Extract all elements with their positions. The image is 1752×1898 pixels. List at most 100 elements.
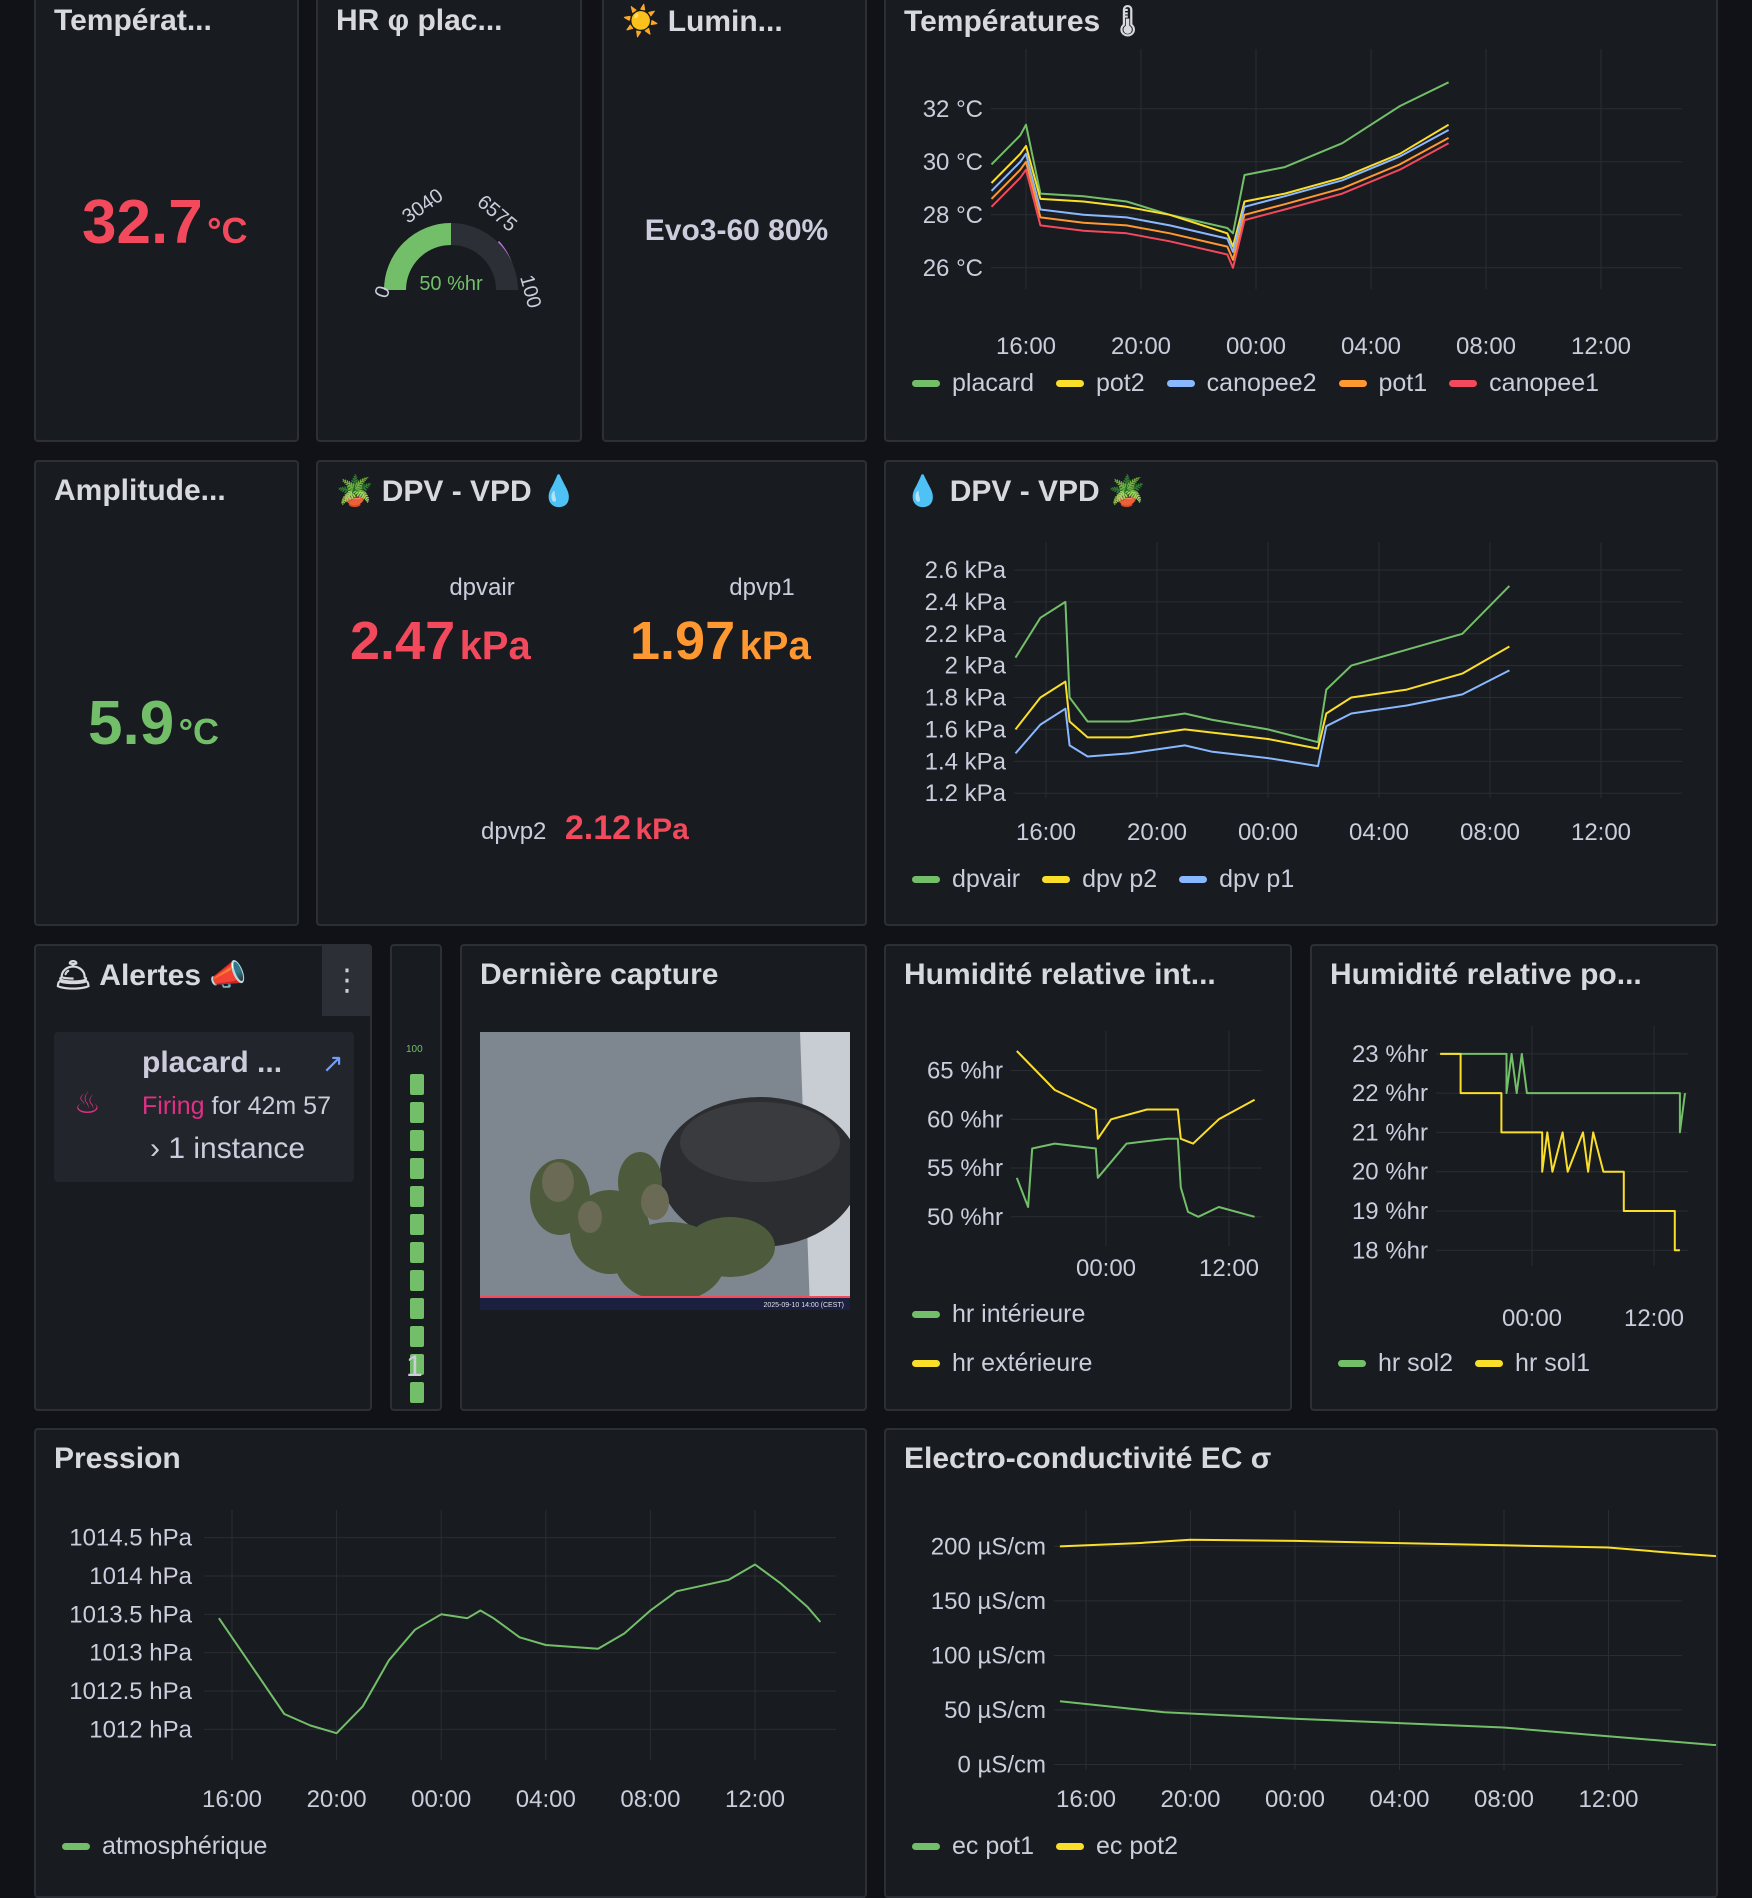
hr-gauge-panel[interactable]: HR φ plac... 0 3040 6575 100 50 %hr — [316, 0, 582, 442]
gauge-tick-max: 100 — [515, 273, 545, 311]
series-line-placard — [990, 81, 1450, 235]
series-line-canopee1 — [990, 142, 1450, 269]
alert-name[interactable]: placard ... — [142, 1046, 283, 1079]
y-tick-label: 1012.5 hPa — [69, 1678, 192, 1705]
legend-item[interactable]: dpvair — [912, 865, 1020, 894]
temperatures-chart-panel[interactable]: Températures 🌡 16:00 20:00 00:00 04:00 08:00… — [884, 0, 1718, 442]
y-tick-label: 18 %hr — [1352, 1237, 1428, 1264]
legend-item[interactable]: dpv p1 — [1179, 865, 1294, 894]
y-tick-label: 1013 hPa — [89, 1640, 192, 1667]
lumin-value: Evo3-60 80% — [644, 214, 829, 247]
x-tick-label: 00:00 — [1238, 819, 1298, 846]
legend-swatch — [912, 1360, 940, 1367]
dpv-stat-panel[interactable]: 🪴 DPV - VPD 💧 dpvair 2.47 kPa dpvp1 1.97… — [316, 460, 867, 926]
y-tick-label: 0 µS/cm — [957, 1752, 1046, 1779]
alerts-panel[interactable]: 🛎 Alertes 📣 ⋮ ♨ placard ... ↗ Firing for… — [34, 944, 372, 1411]
panel-title: 💧 DPV - VPD 🪴 — [904, 475, 1146, 508]
alert-item[interactable]: ♨ placard ... ↗ Firing for 42m 57 › 1 in… — [54, 1032, 354, 1182]
x-tick-label: 04:00 — [1369, 1786, 1429, 1813]
temperature-stat-panel[interactable]: Températ... 32.7 °C — [34, 0, 299, 442]
legend-item[interactable]: hr extérieure — [912, 1349, 1092, 1378]
dpv-chart-panel[interactable]: 💧 DPV - VPD 🪴 16:00 20:00 00:00 04:00 08:00 1… — [884, 460, 1718, 926]
legend-label: ec pot1 — [952, 1832, 1035, 1860]
bar-gauge-segment — [410, 1074, 424, 1095]
x-tick-label: 08:00 — [1460, 819, 1520, 846]
legend-item[interactable]: hr sol1 — [1475, 1349, 1590, 1378]
y-tick-label: 200 µS/cm — [931, 1533, 1046, 1560]
x-tick-label: 12:00 — [1624, 1305, 1684, 1332]
series-line-hr-sol2 — [1440, 1052, 1686, 1134]
legend-swatch — [912, 1311, 940, 1318]
x-tick-label: 12:00 — [1199, 1255, 1259, 1282]
y-tick-label: 1.4 kPa — [925, 748, 1007, 775]
legend-label: placard — [952, 369, 1034, 397]
pression-panel[interactable]: Pression 16:00 20:00 00:00 04:00 08:00 12:00 1… — [34, 1428, 867, 1898]
legend-swatch — [912, 876, 940, 883]
x-tick-label: 16:00 — [1016, 819, 1076, 846]
panel-title: Températ... — [54, 4, 212, 37]
bar-gauge-segment — [410, 1298, 424, 1319]
capture-panel[interactable]: Dernière capture 2025-09-10 14:00 (CEST) — [460, 944, 867, 1411]
bar-gauge-panel[interactable]: 100 1 — [390, 944, 442, 1411]
series-line-hr-intérieure — [1015, 1137, 1255, 1218]
series-line-hr-extérieure — [1016, 1050, 1256, 1145]
legend-label: dpv p2 — [1082, 865, 1158, 893]
legend-item[interactable]: pot2 — [1056, 369, 1145, 398]
luminosity-panel[interactable]: ☀️ Lumin... Evo3-60 80% — [602, 0, 867, 442]
x-tick-label: 12:00 — [1578, 1786, 1638, 1813]
y-tick-label: 20 %hr — [1352, 1159, 1428, 1186]
bar-gauge-value: 1 — [406, 1350, 423, 1383]
panel-menu-button[interactable]: ⋮ — [322, 946, 370, 1016]
y-tick-label: 1012 hPa — [89, 1716, 192, 1743]
series-line-pot1 — [990, 137, 1450, 261]
chart-legend: dpvair dpv p2 dpv p1 — [912, 865, 1294, 894]
ec-panel[interactable]: Electro-conductivité EC σ 16:00 20:00 00:0… — [884, 1428, 1718, 1898]
y-tick-label: 2.4 kPa — [925, 589, 1007, 616]
legend-item[interactable]: canopee2 — [1166, 369, 1317, 398]
legend-swatch — [62, 1843, 90, 1850]
series-line-ec-pot1 — [1059, 1700, 1716, 1747]
legend-item[interactable]: ec pot1 — [912, 1832, 1034, 1861]
legend-label: dpv p1 — [1219, 865, 1295, 893]
legend-item[interactable]: hr sol2 — [1338, 1349, 1453, 1378]
series-line-hr-sol1 — [1440, 1052, 1680, 1252]
bar-gauge-segment — [410, 1326, 424, 1347]
y-tick-label: 23 %hr — [1352, 1041, 1428, 1068]
instances-toggle[interactable]: › 1 instance — [150, 1132, 305, 1166]
panel-title: 🛎 Alertes 📣 — [54, 959, 247, 992]
panel-title: Humidité relative int... — [904, 958, 1216, 991]
y-tick-label: 28 °C — [923, 202, 983, 229]
panel-title: 🪴 DPV - VPD 💧 — [336, 475, 578, 508]
dpvair-label: dpvair — [449, 574, 515, 601]
x-tick-label: 08:00 — [1474, 1786, 1534, 1813]
stat-value: 5.9 — [88, 689, 175, 758]
legend-label: pot1 — [1378, 369, 1428, 397]
legend-item[interactable]: dpv p2 — [1042, 865, 1157, 894]
legend-swatch — [1166, 380, 1195, 387]
chart-legend: hr sol2 hr sol1 — [1338, 1349, 1590, 1378]
bar-gauge-segment — [410, 1242, 424, 1263]
legend-item[interactable]: ec pot2 — [1056, 1832, 1178, 1861]
hr-pot-panel[interactable]: Humidité relative po... 00:00 12:00 18 %hr… — [1310, 944, 1718, 1411]
hr-interieure-panel[interactable]: Humidité relative int... 00:00 12:00 50 %h… — [884, 944, 1292, 1411]
stat-unit: °C — [207, 210, 248, 251]
legend-label: ec pot2 — [1096, 1832, 1179, 1860]
dpvp1-unit: kPa — [739, 624, 811, 668]
bar-gauge-segment — [410, 1158, 424, 1179]
y-tick-label: 1.2 kPa — [925, 780, 1007, 807]
legend-swatch — [912, 380, 940, 387]
camera-capture-image[interactable]: 2025-09-10 14:00 (CEST) — [480, 1032, 850, 1310]
amplitude-panel[interactable]: Amplitude... 5.9 °C — [34, 460, 299, 926]
panel-title: ☀️ Lumin... — [622, 5, 783, 38]
legend-label: hr intérieure — [952, 1300, 1086, 1328]
y-tick-label: 50 µS/cm — [944, 1697, 1046, 1724]
legend-item[interactable]: pot1 — [1338, 369, 1428, 398]
legend-item[interactable]: placard — [912, 369, 1034, 398]
legend-item[interactable]: atmosphérique — [62, 1832, 267, 1861]
bar-gauge-segment — [410, 1130, 424, 1151]
x-tick-label: 00:00 — [411, 1786, 471, 1813]
legend-item[interactable]: hr intérieure — [912, 1300, 1092, 1329]
y-tick-label: 55 %hr — [927, 1155, 1003, 1182]
external-link-icon[interactable]: ↗ — [322, 1048, 344, 1078]
legend-item[interactable]: canopee1 — [1449, 369, 1599, 398]
